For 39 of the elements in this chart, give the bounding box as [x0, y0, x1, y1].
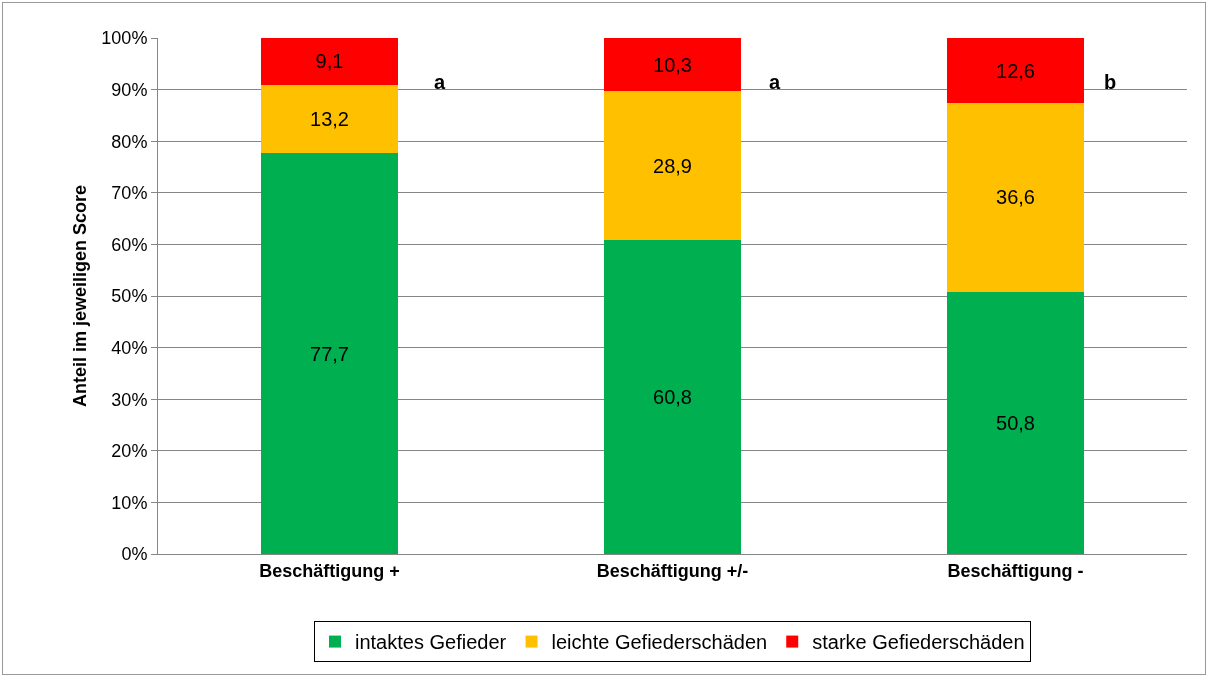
- data-label: 36,6: [996, 186, 1035, 209]
- data-label: 12,6: [996, 59, 1035, 82]
- data-label: 9,1: [315, 50, 344, 73]
- x-tick-label: Beschäftigung +/-: [596, 560, 749, 581]
- bar: [946, 291, 1085, 554]
- data-label: 10,3: [653, 53, 692, 76]
- bar: [603, 38, 742, 92]
- data-label: 28,9: [653, 154, 692, 177]
- y-tick-label: 70%: [111, 183, 148, 204]
- data-label: 60,8: [653, 386, 692, 409]
- legend-label: intaktes Gefieder: [355, 631, 507, 654]
- y-tick-label: 10%: [111, 492, 148, 513]
- x-tick-label: Beschäftigung -: [947, 560, 1084, 581]
- y-tick-label: 40%: [111, 337, 148, 358]
- x-tick-label: Beschäftigung +: [259, 560, 400, 581]
- bar: [946, 103, 1085, 292]
- bar: [603, 91, 742, 241]
- legend-label: starke Gefiederschäden: [812, 631, 1025, 654]
- y-tick-label: 0%: [121, 544, 148, 565]
- data-label: 77,7: [310, 342, 349, 365]
- y-tick-label: 50%: [111, 286, 148, 307]
- y-tick-label: 80%: [111, 131, 148, 152]
- y-tick-label: 100%: [101, 28, 148, 49]
- y-tick-label: 30%: [111, 389, 148, 410]
- bar: [260, 153, 399, 554]
- y-axis-title: Anteil im jeweiligen Score: [69, 184, 90, 408]
- annotation: a: [434, 71, 446, 93]
- legend-label: leichte Gefiederschäden: [551, 631, 768, 654]
- bar: [260, 38, 399, 85]
- data-label: 50,8: [996, 411, 1035, 434]
- bar: [260, 84, 399, 154]
- bar: [603, 240, 742, 554]
- annotation: b: [1104, 71, 1117, 93]
- data-label: 13,2: [310, 108, 349, 131]
- annotation: a: [769, 71, 781, 93]
- y-tick-label: 60%: [111, 234, 148, 255]
- y-tick-label: 20%: [111, 441, 148, 462]
- y-tick-label: 90%: [111, 79, 148, 100]
- bar: [946, 38, 1085, 104]
